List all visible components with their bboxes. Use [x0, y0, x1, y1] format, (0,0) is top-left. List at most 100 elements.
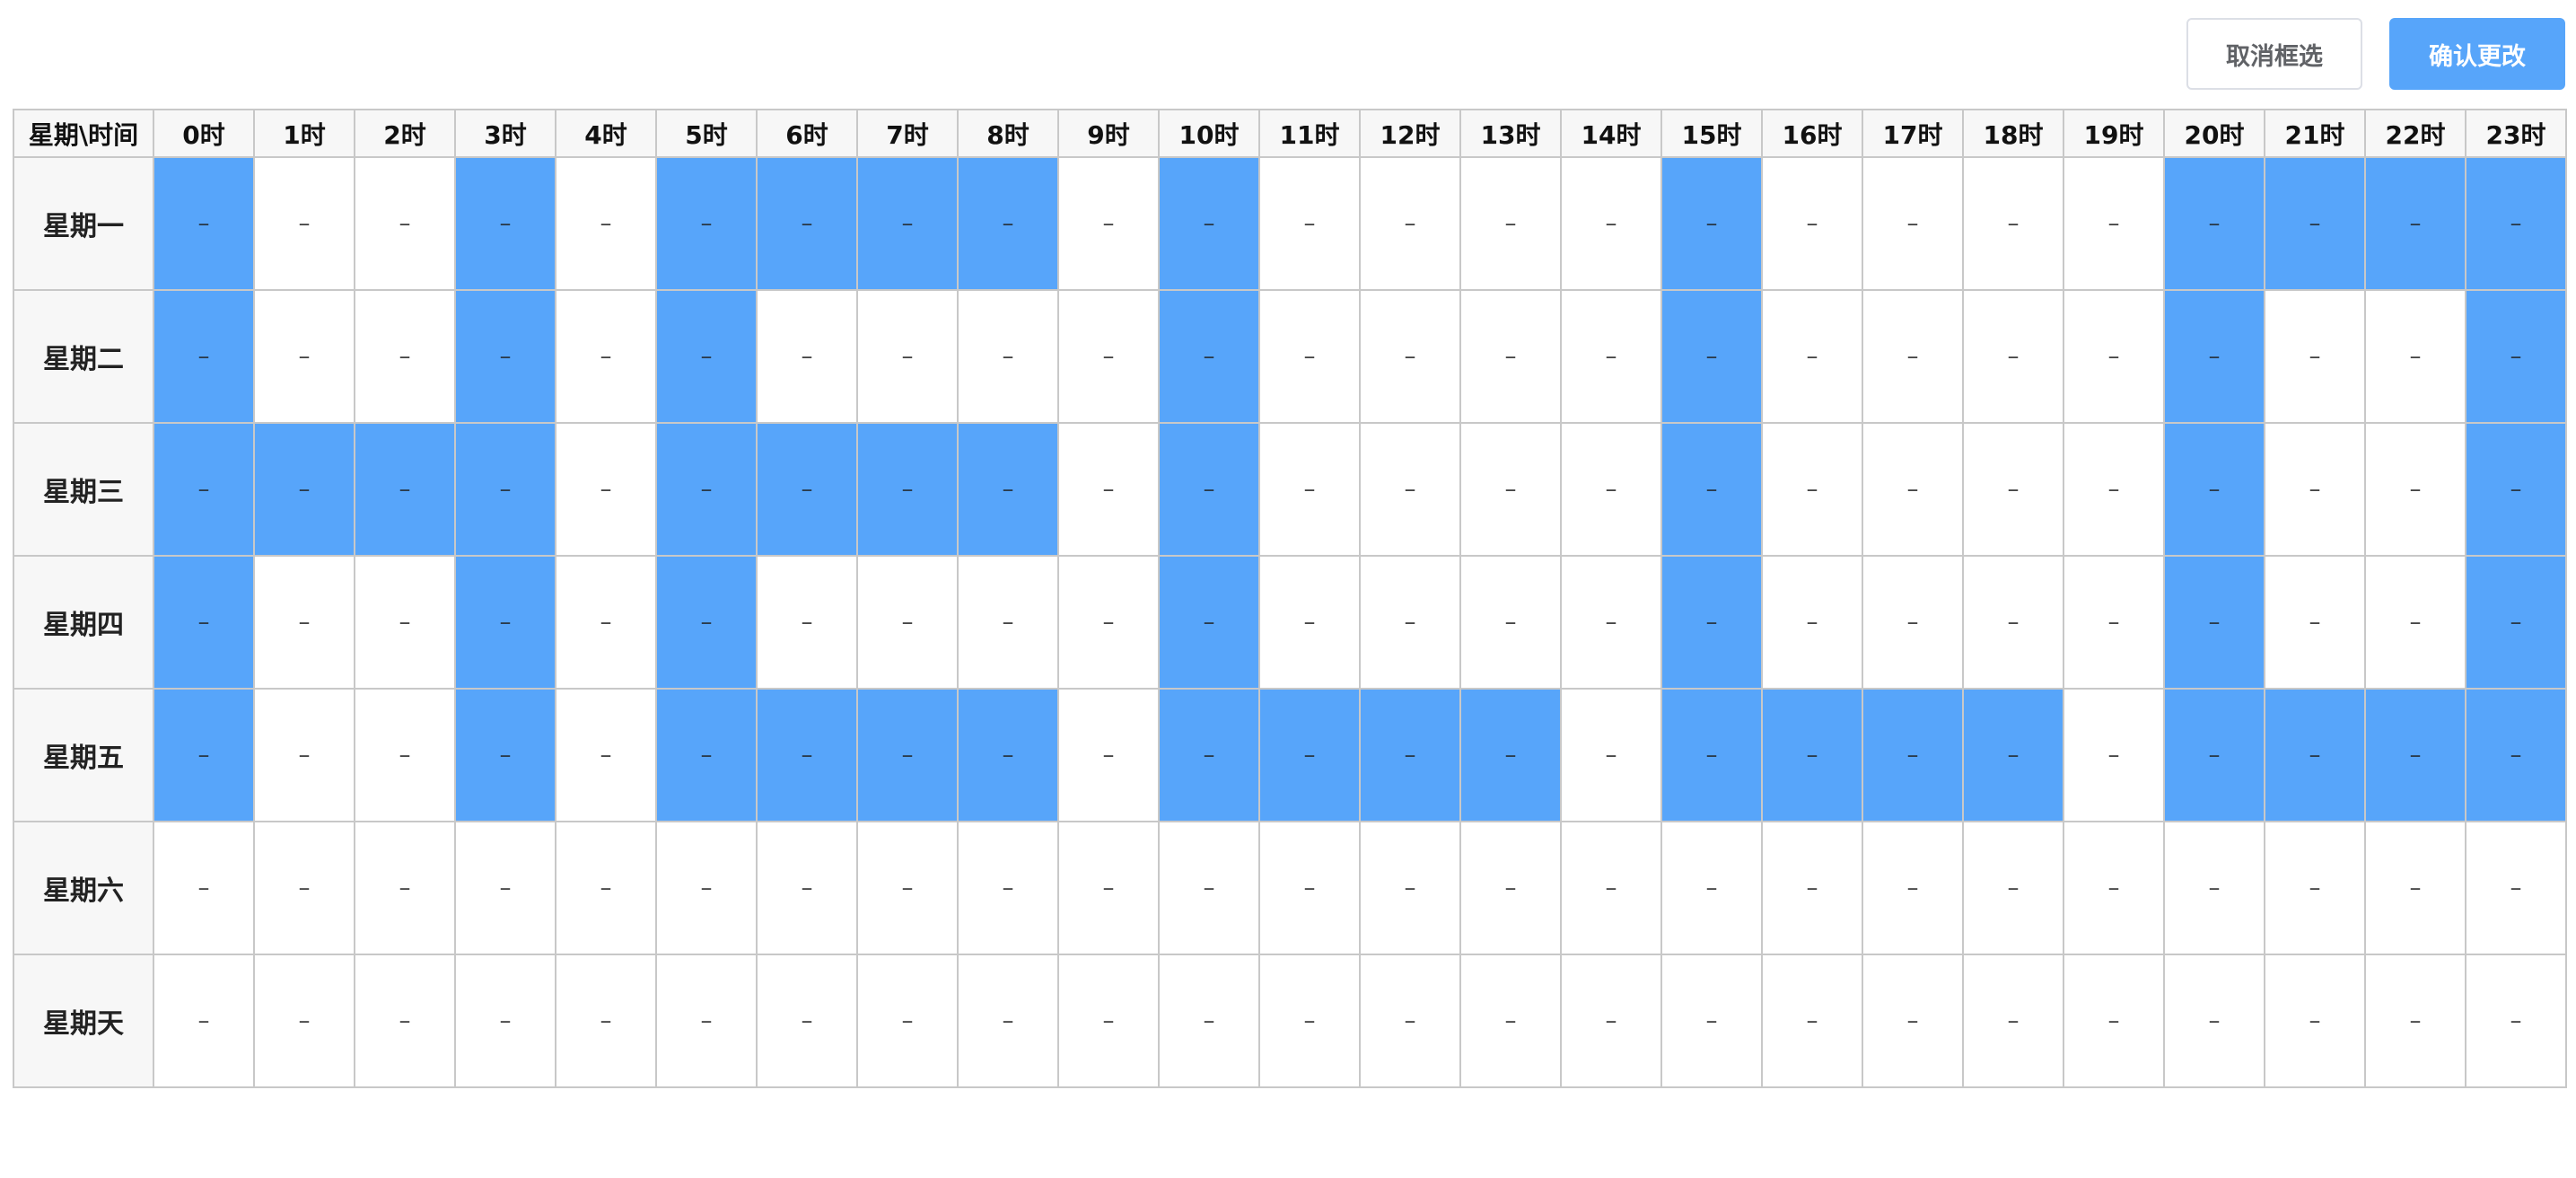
- time-slot-cell[interactable]: –: [1057, 954, 1160, 1088]
- time-slot-cell[interactable]: –: [555, 688, 657, 822]
- time-slot-cell[interactable]: –: [2364, 821, 2466, 955]
- time-slot-cell-selected[interactable]: –: [756, 156, 858, 291]
- time-slot-cell-selected[interactable]: –: [856, 422, 959, 557]
- time-slot-cell[interactable]: –: [1359, 555, 1461, 690]
- time-slot-cell[interactable]: –: [1761, 289, 1863, 424]
- time-slot-cell[interactable]: –: [1761, 821, 1863, 955]
- time-slot-cell-selected[interactable]: –: [957, 422, 1059, 557]
- time-slot-cell[interactable]: –: [2364, 422, 2466, 557]
- time-slot-cell-selected[interactable]: –: [655, 289, 758, 424]
- time-slot-cell-selected[interactable]: –: [153, 422, 255, 557]
- time-slot-cell[interactable]: –: [1962, 821, 2064, 955]
- time-slot-cell-selected[interactable]: –: [1459, 688, 1562, 822]
- time-slot-cell[interactable]: –: [1258, 156, 1361, 291]
- time-slot-cell[interactable]: –: [555, 156, 657, 291]
- time-slot-cell[interactable]: –: [454, 954, 556, 1088]
- time-slot-cell[interactable]: –: [253, 954, 355, 1088]
- time-slot-cell-selected[interactable]: –: [153, 688, 255, 822]
- time-slot-cell-selected[interactable]: –: [454, 156, 556, 291]
- time-slot-cell[interactable]: –: [756, 821, 858, 955]
- time-slot-cell[interactable]: –: [2264, 555, 2366, 690]
- time-slot-cell-selected[interactable]: –: [1158, 156, 1260, 291]
- time-slot-cell-selected[interactable]: –: [1660, 688, 1763, 822]
- time-slot-cell-selected[interactable]: –: [957, 688, 1059, 822]
- time-slot-cell-selected[interactable]: –: [454, 289, 556, 424]
- time-slot-cell[interactable]: –: [1862, 821, 1964, 955]
- time-slot-cell-selected[interactable]: –: [1258, 688, 1361, 822]
- time-slot-cell[interactable]: –: [1560, 954, 1662, 1088]
- time-slot-cell[interactable]: –: [1560, 156, 1662, 291]
- time-slot-cell-selected[interactable]: –: [1862, 688, 1964, 822]
- time-slot-cell[interactable]: –: [1359, 821, 1461, 955]
- time-slot-cell[interactable]: –: [2063, 422, 2165, 557]
- time-slot-cell-selected[interactable]: –: [2465, 289, 2567, 424]
- time-slot-cell-selected[interactable]: –: [2465, 422, 2567, 557]
- time-slot-cell[interactable]: –: [2264, 422, 2366, 557]
- time-slot-cell-selected[interactable]: –: [756, 688, 858, 822]
- time-slot-cell[interactable]: –: [1660, 821, 1763, 955]
- time-slot-cell-selected[interactable]: –: [655, 156, 758, 291]
- time-slot-cell[interactable]: –: [1560, 422, 1662, 557]
- time-slot-cell[interactable]: –: [655, 821, 758, 955]
- time-slot-cell[interactable]: –: [354, 156, 456, 291]
- time-slot-cell[interactable]: –: [1962, 422, 2064, 557]
- time-slot-cell[interactable]: –: [1459, 954, 1562, 1088]
- time-slot-cell[interactable]: –: [1459, 821, 1562, 955]
- time-slot-cell[interactable]: –: [756, 555, 858, 690]
- time-slot-cell[interactable]: –: [1258, 555, 1361, 690]
- time-slot-cell[interactable]: –: [1862, 422, 1964, 557]
- time-slot-cell[interactable]: –: [2264, 821, 2366, 955]
- time-slot-cell[interactable]: –: [1560, 289, 1662, 424]
- time-slot-cell[interactable]: –: [153, 821, 255, 955]
- time-slot-cell[interactable]: –: [2163, 821, 2265, 955]
- time-slot-cell[interactable]: –: [1459, 555, 1562, 690]
- time-slot-cell[interactable]: –: [1057, 688, 1160, 822]
- time-slot-cell[interactable]: –: [1862, 289, 1964, 424]
- time-slot-cell[interactable]: –: [1862, 954, 1964, 1088]
- time-slot-cell[interactable]: –: [957, 289, 1059, 424]
- time-slot-cell-selected[interactable]: –: [655, 555, 758, 690]
- time-slot-cell-selected[interactable]: –: [454, 422, 556, 557]
- time-slot-cell-selected[interactable]: –: [1660, 289, 1763, 424]
- time-slot-cell[interactable]: –: [1057, 821, 1160, 955]
- time-slot-cell[interactable]: –: [1761, 555, 1863, 690]
- time-slot-cell[interactable]: –: [2264, 954, 2366, 1088]
- time-slot-cell[interactable]: –: [957, 555, 1059, 690]
- time-slot-cell[interactable]: –: [1459, 156, 1562, 291]
- time-slot-cell-selected[interactable]: –: [1158, 555, 1260, 690]
- time-slot-cell[interactable]: –: [2465, 954, 2567, 1088]
- time-slot-cell-selected[interactable]: –: [2465, 688, 2567, 822]
- time-slot-cell-selected[interactable]: –: [2163, 289, 2265, 424]
- time-slot-cell[interactable]: –: [555, 821, 657, 955]
- time-slot-cell[interactable]: –: [555, 555, 657, 690]
- time-slot-cell[interactable]: –: [1158, 821, 1260, 955]
- time-slot-cell[interactable]: –: [2364, 555, 2466, 690]
- time-slot-cell[interactable]: –: [856, 289, 959, 424]
- time-slot-cell[interactable]: –: [2063, 821, 2165, 955]
- time-slot-cell-selected[interactable]: –: [2163, 555, 2265, 690]
- time-slot-cell-selected[interactable]: –: [2364, 688, 2466, 822]
- time-slot-cell-selected[interactable]: –: [2163, 156, 2265, 291]
- time-slot-cell[interactable]: –: [555, 422, 657, 557]
- time-slot-cell[interactable]: –: [655, 954, 758, 1088]
- time-slot-cell[interactable]: –: [555, 954, 657, 1088]
- time-slot-cell-selected[interactable]: –: [2264, 156, 2366, 291]
- time-slot-cell-selected[interactable]: –: [454, 688, 556, 822]
- time-slot-cell[interactable]: –: [756, 954, 858, 1088]
- time-slot-cell[interactable]: –: [1962, 954, 2064, 1088]
- time-slot-cell[interactable]: –: [1560, 821, 1662, 955]
- time-slot-cell[interactable]: –: [2063, 156, 2165, 291]
- time-slot-cell[interactable]: –: [1962, 289, 2064, 424]
- time-slot-cell[interactable]: –: [354, 954, 456, 1088]
- time-slot-cell[interactable]: –: [354, 688, 456, 822]
- time-slot-cell-selected[interactable]: –: [2465, 156, 2567, 291]
- time-slot-cell-selected[interactable]: –: [856, 156, 959, 291]
- time-slot-cell[interactable]: –: [253, 821, 355, 955]
- time-slot-cell[interactable]: –: [1761, 422, 1863, 557]
- time-slot-cell-selected[interactable]: –: [153, 555, 255, 690]
- time-slot-cell-selected[interactable]: –: [1660, 422, 1763, 557]
- time-slot-cell-selected[interactable]: –: [856, 688, 959, 822]
- time-slot-cell[interactable]: –: [253, 555, 355, 690]
- confirm-changes-button[interactable]: 确认更改: [2389, 18, 2565, 90]
- time-slot-cell[interactable]: –: [1057, 289, 1160, 424]
